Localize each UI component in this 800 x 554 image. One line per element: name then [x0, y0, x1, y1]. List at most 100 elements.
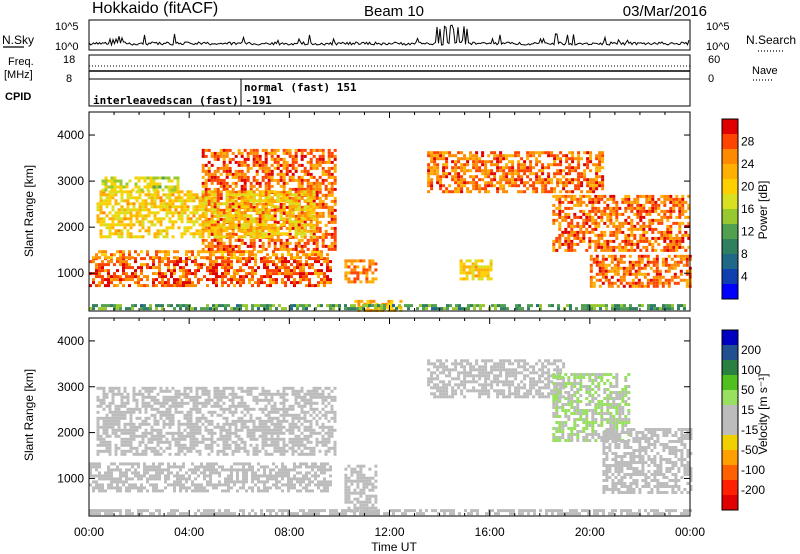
- data-cell: [618, 206, 622, 210]
- data-cell: [114, 410, 118, 414]
- data-cell: [500, 307, 503, 311]
- data-cell: [282, 193, 286, 197]
- data-cell: [267, 217, 271, 221]
- data-cell: [260, 480, 263, 484]
- data-cell: [454, 166, 458, 170]
- data-cell: [219, 193, 223, 197]
- data-cell: [108, 452, 112, 456]
- data-cell: [228, 160, 232, 164]
- data-cell: [96, 410, 100, 414]
- data-cell: [252, 235, 256, 239]
- data-cell: [158, 263, 161, 267]
- data-cell: [618, 245, 622, 249]
- data-cell: [167, 260, 170, 264]
- data-cell: [395, 307, 398, 311]
- data-cell: [261, 205, 265, 209]
- data-cell: [576, 242, 580, 246]
- data-cell: [302, 266, 305, 270]
- data-cell: [141, 440, 145, 444]
- data-cell: [95, 275, 98, 279]
- data-cell: [182, 272, 185, 276]
- data-cell: [201, 166, 205, 170]
- data-cell: [637, 284, 641, 288]
- data-cell: [580, 172, 584, 176]
- data-cell: [111, 416, 115, 420]
- data-cell: [134, 182, 138, 186]
- data-cell: [634, 260, 638, 264]
- data-cell: [624, 200, 628, 204]
- data-cell: [263, 486, 266, 490]
- data-cell: [523, 172, 527, 176]
- data-cell: [532, 154, 536, 158]
- data-cell: [291, 235, 295, 239]
- data-cell: [224, 266, 227, 270]
- data-cell: [326, 480, 329, 484]
- data-cell: [161, 471, 164, 475]
- data-cell: [255, 181, 259, 185]
- data-cell: [185, 278, 188, 282]
- data-cell: [369, 308, 373, 312]
- data-cell: [113, 272, 116, 276]
- data-cell: [246, 229, 250, 233]
- data-cell: [601, 160, 605, 164]
- data-cell: [279, 247, 283, 251]
- data-cell: [430, 178, 434, 182]
- data-cell: [225, 169, 229, 173]
- data-cell: [248, 260, 251, 264]
- data-cell: [119, 307, 122, 311]
- data-cell: [161, 489, 164, 493]
- data-cell: [98, 471, 101, 475]
- data-cell: [161, 260, 164, 264]
- data-cell: [657, 242, 661, 246]
- data-cell: [213, 187, 217, 191]
- data-cell: [347, 277, 351, 281]
- data-cell: [309, 193, 313, 197]
- data-cell: [672, 203, 676, 207]
- data-cell: [672, 209, 676, 213]
- data-cell: [567, 200, 571, 204]
- data-cell: [666, 194, 670, 198]
- data-cell: [143, 465, 146, 469]
- data-cell: [449, 304, 452, 308]
- data-cell: [260, 474, 263, 478]
- data-cell: [314, 269, 317, 273]
- data-cell: [291, 220, 295, 224]
- data-cell: [390, 308, 394, 312]
- data-cell: [599, 304, 602, 308]
- data-cell: [135, 190, 139, 194]
- data-cell: [192, 196, 196, 200]
- data-cell: [183, 202, 187, 206]
- data-cell: [278, 486, 281, 490]
- data-cell: [117, 229, 121, 233]
- data-cell: [104, 253, 107, 257]
- data-cell: [600, 194, 604, 198]
- data-cell: [561, 233, 565, 237]
- data-cell: [113, 486, 116, 490]
- data-cell: [126, 223, 130, 227]
- data-cell: [666, 224, 670, 228]
- data-cell: [237, 220, 241, 224]
- data-cell: [601, 266, 605, 270]
- data-cell: [236, 468, 239, 472]
- data-cell: [237, 163, 241, 167]
- data-cell: [556, 163, 560, 167]
- data-cell: [159, 223, 163, 227]
- data-cell: [287, 471, 290, 475]
- data-cell: [330, 199, 334, 203]
- data-cell: [119, 256, 122, 260]
- data-cell: [132, 425, 136, 429]
- data-cell: [571, 181, 575, 185]
- data-cell: [655, 263, 659, 267]
- data-cell: [114, 217, 118, 221]
- data-cell: [245, 263, 248, 267]
- data-cell: [204, 187, 208, 191]
- data-cell: [314, 250, 317, 254]
- data-cell: [210, 151, 214, 155]
- data-cell: [248, 250, 251, 254]
- data-cell: [612, 209, 616, 213]
- data-cell: [105, 443, 109, 447]
- data-cell: [155, 266, 158, 270]
- data-cell: [243, 199, 247, 203]
- data-cell: [155, 486, 158, 490]
